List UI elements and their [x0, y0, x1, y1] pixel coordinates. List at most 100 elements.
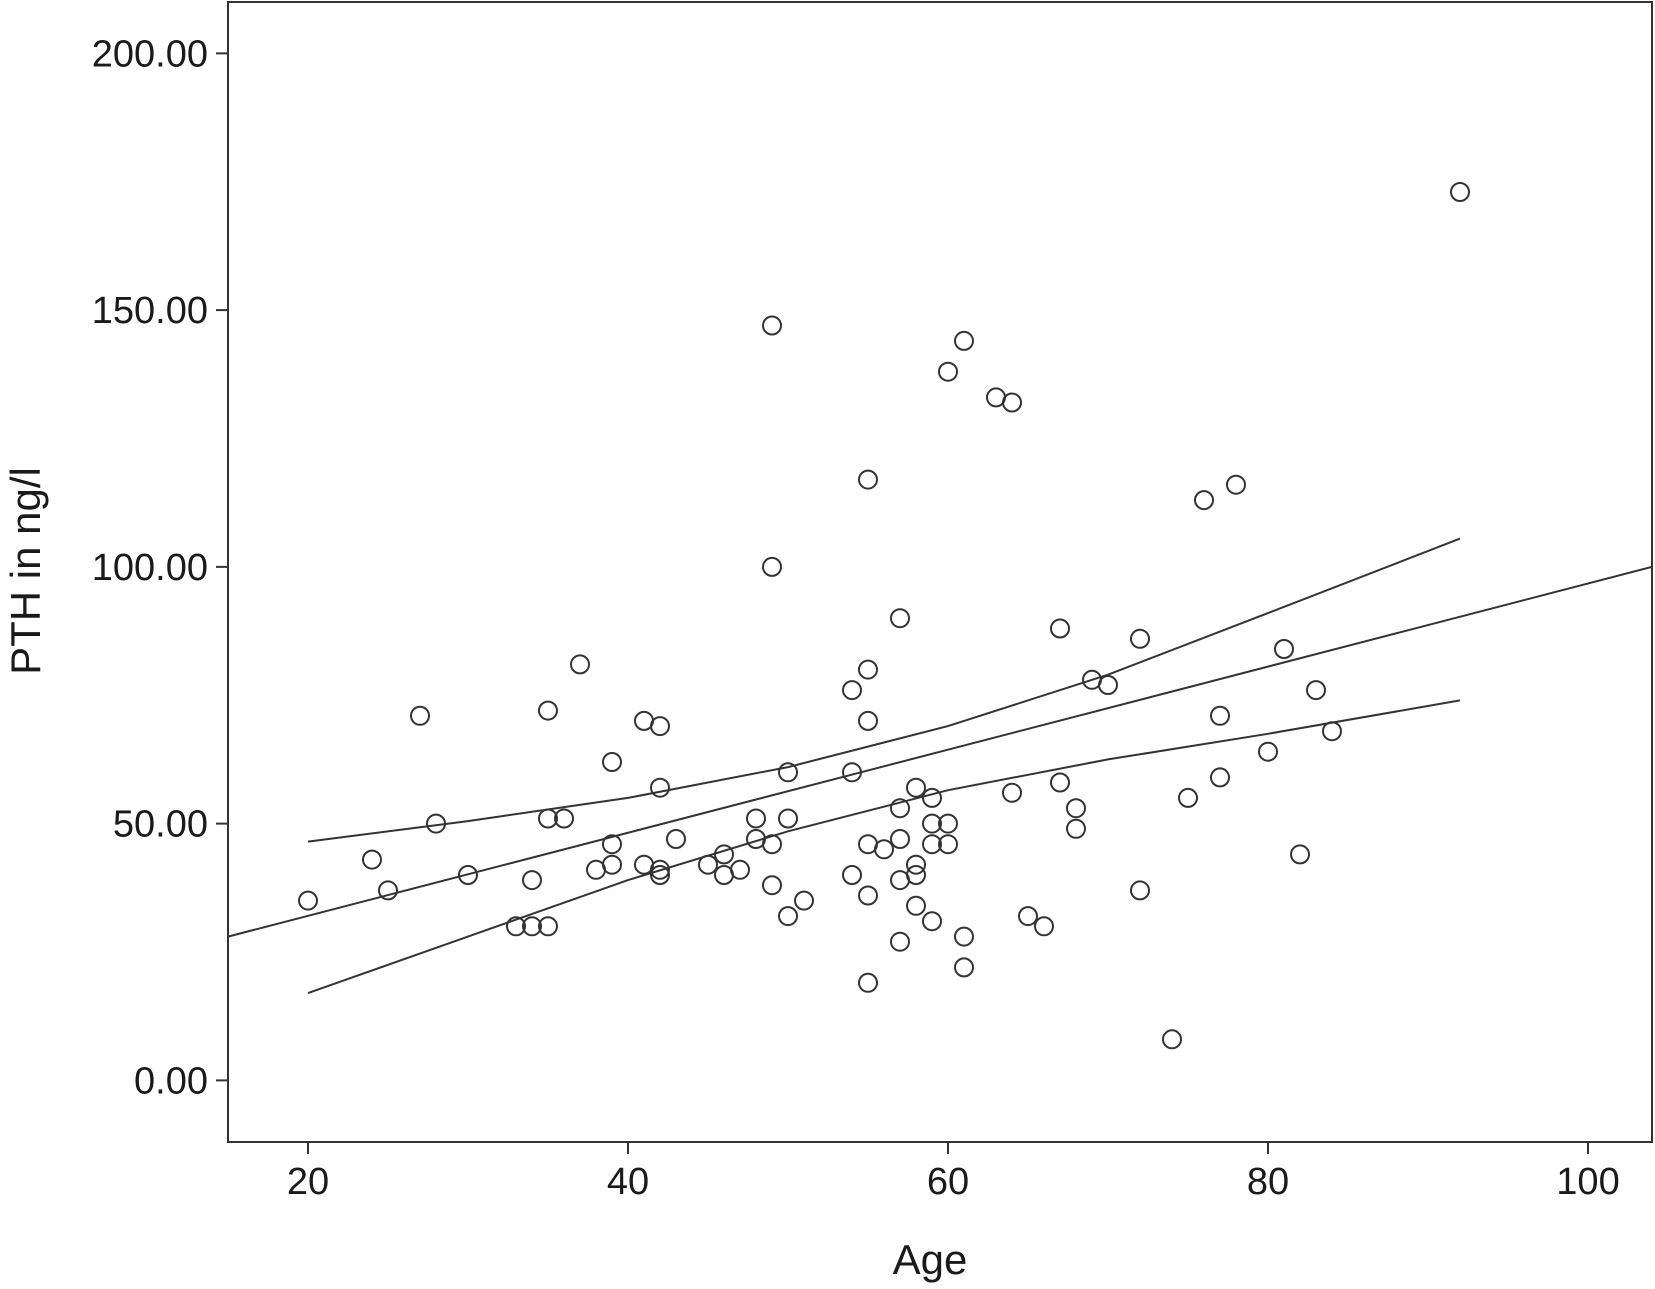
data-point: [746, 808, 766, 829]
data-point: [1450, 182, 1470, 202]
data-point: [650, 777, 670, 798]
data-point: [730, 859, 750, 880]
data-points: [298, 182, 1470, 1050]
data-point: [362, 849, 382, 870]
y-tick-label: 200.00: [92, 33, 208, 75]
data-point: [762, 834, 782, 855]
data-point: [762, 556, 782, 577]
data-point: [1226, 474, 1246, 495]
data-point: [1178, 787, 1198, 808]
data-point: [954, 330, 974, 351]
data-point: [794, 890, 814, 911]
data-point: [426, 813, 446, 834]
data-point: [538, 916, 558, 937]
data-point: [954, 926, 974, 947]
data-point: [922, 834, 942, 855]
data-point: [1322, 721, 1342, 742]
data-point: [378, 880, 398, 901]
data-point: [1306, 680, 1326, 701]
data-point: [1162, 1029, 1182, 1050]
data-point: [890, 829, 910, 849]
data-point: [890, 798, 910, 819]
data-point: [858, 972, 878, 993]
data-point: [954, 957, 974, 978]
data-point: [522, 870, 542, 891]
y-axis-title: PTH in ng/l: [2, 467, 49, 675]
fit-line: [227, 565, 1653, 938]
data-point: [1194, 490, 1214, 511]
upper-ci-line: [307, 537, 1461, 843]
data-point: [1066, 818, 1086, 839]
data-point: [890, 931, 910, 952]
data-point: [1210, 705, 1230, 726]
data-point: [602, 752, 622, 772]
data-point: [1130, 628, 1150, 649]
data-point: [1098, 675, 1118, 695]
x-axis-title: Age: [893, 1236, 968, 1283]
x-tick-label: 40: [607, 1161, 649, 1203]
y-tick-label: 100.00: [92, 547, 208, 589]
data-point: [1258, 741, 1278, 762]
x-tick-label: 20: [287, 1161, 329, 1203]
data-point: [522, 916, 542, 937]
data-point: [1210, 767, 1230, 788]
lower-ci-line: [307, 699, 1461, 995]
data-point: [938, 834, 958, 855]
x-tick-label: 100: [1556, 1161, 1619, 1203]
data-point: [1050, 772, 1070, 793]
data-point: [410, 705, 430, 726]
data-point: [570, 654, 590, 675]
data-point: [874, 839, 894, 860]
data-point: [650, 716, 670, 737]
y-tick-label: 0.00: [134, 1060, 208, 1102]
data-point: [842, 762, 862, 783]
data-point: [778, 762, 798, 783]
data-point: [906, 777, 926, 798]
y-axis: 0.00 50.00 100.00 150.00 200.00: [92, 33, 228, 1102]
data-point: [538, 808, 558, 829]
data-point: [1002, 392, 1022, 413]
x-axis: 20 40 60 80 100: [287, 1142, 1620, 1203]
data-point: [778, 808, 798, 829]
plot-area: [227, 1, 1653, 1143]
data-point: [1018, 906, 1038, 927]
data-point: [858, 469, 878, 490]
data-point: [698, 854, 718, 875]
data-point: [938, 361, 958, 382]
data-point: [298, 890, 318, 911]
x-tick-label: 60: [927, 1161, 969, 1203]
data-point: [554, 808, 574, 829]
data-point: [1002, 782, 1022, 803]
data-point: [906, 865, 926, 885]
data-point: [602, 834, 622, 855]
data-point: [762, 315, 782, 336]
data-point: [762, 875, 782, 896]
data-point: [1274, 639, 1294, 659]
data-point: [858, 710, 878, 731]
data-point: [922, 911, 942, 932]
data-point: [858, 885, 878, 906]
data-point: [714, 844, 734, 865]
y-tick-label: 50.00: [113, 804, 208, 846]
data-point: [602, 854, 622, 875]
x-tick-label: 80: [1247, 1161, 1289, 1203]
data-point: [842, 680, 862, 701]
data-point: [778, 906, 798, 927]
data-point: [1066, 798, 1086, 819]
data-point: [906, 854, 926, 875]
data-point: [842, 865, 862, 885]
data-point: [922, 787, 942, 808]
data-point: [650, 865, 670, 885]
data-point: [1130, 880, 1150, 901]
y-tick-label: 150.00: [92, 290, 208, 332]
data-point: [650, 859, 670, 880]
data-point: [506, 916, 526, 937]
data-point: [1290, 844, 1310, 865]
data-point: [1034, 916, 1054, 937]
data-point: [666, 829, 686, 849]
data-point: [922, 813, 942, 834]
data-point: [890, 608, 910, 629]
data-point: [1050, 618, 1070, 639]
data-point: [938, 813, 958, 834]
